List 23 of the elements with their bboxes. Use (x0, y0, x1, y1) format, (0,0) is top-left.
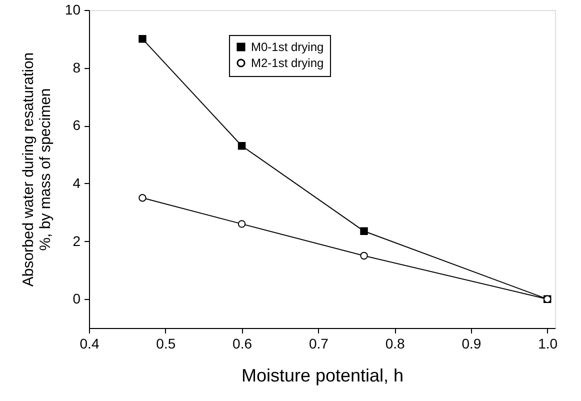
point (138, 194, 146, 202)
y-tick-label: 8 (72, 59, 81, 76)
point (138, 35, 146, 43)
x-axis-title: Moisture potential, h (241, 366, 404, 386)
legend-label: M2-1st drying (251, 56, 324, 70)
point (360, 252, 368, 260)
x-tick-label: 0.7 (308, 336, 329, 352)
x-tick-label: 0.8 (385, 336, 406, 352)
y-tick-label: 6 (72, 117, 81, 134)
point (238, 142, 246, 150)
x-tick-label: 0.9 (462, 336, 482, 352)
point (238, 220, 246, 228)
y-tick-label: 0 (72, 290, 81, 307)
x-tick-label: 0.4 (80, 336, 100, 352)
x-tick-label: 0.5 (156, 336, 176, 352)
y-tick-label: 10 (64, 2, 81, 18)
y-tick-label: 2 (72, 232, 81, 249)
x-tick-label: 0.6 (232, 336, 252, 352)
x-tick-label: 1.0 (538, 336, 558, 352)
legend-label: M0-1st drying (251, 40, 324, 54)
point (360, 227, 368, 236)
y-axis-title: Absorbed water during resaturation %, by mass of specimen (20, 52, 54, 287)
y-tick-label: 4 (72, 174, 81, 191)
